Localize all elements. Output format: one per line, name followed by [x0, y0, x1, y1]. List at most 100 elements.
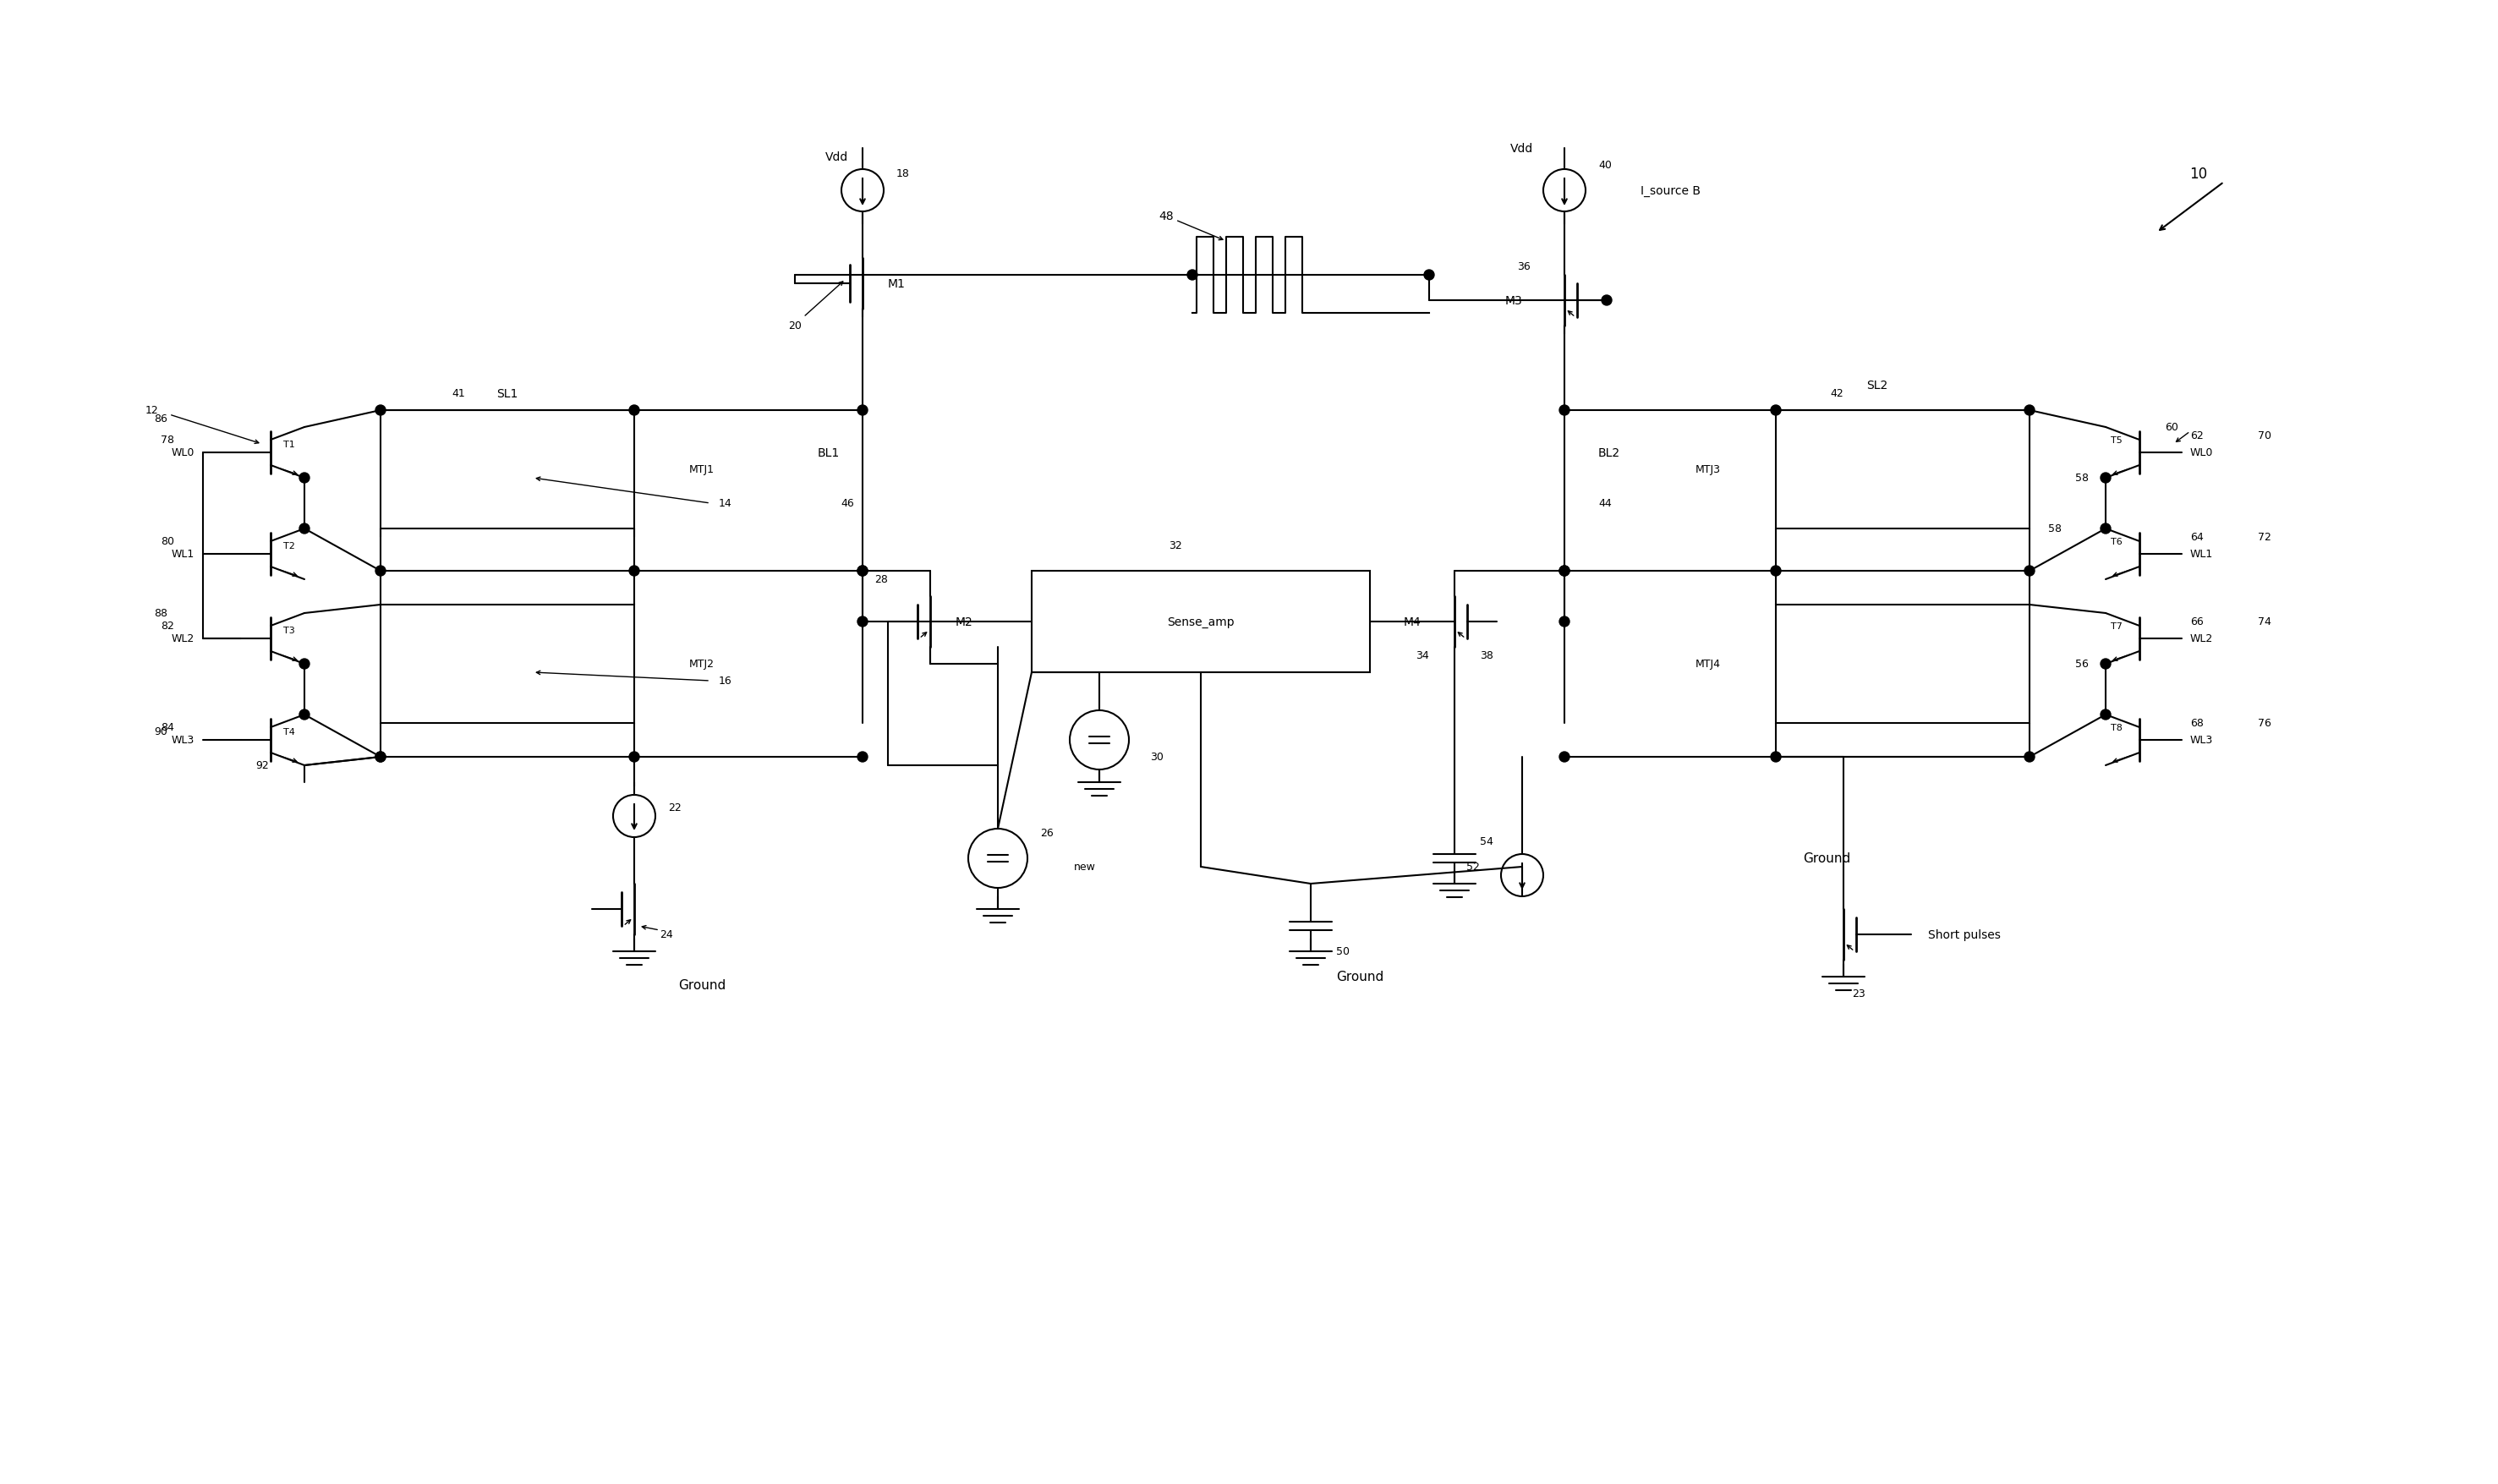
- Bar: [1032, 571, 1369, 672]
- Text: 70: 70: [2258, 430, 2271, 442]
- Text: 92: 92: [255, 760, 270, 772]
- Text: WL0: WL0: [172, 448, 195, 459]
- Text: 34: 34: [1416, 650, 1429, 662]
- Text: M3: M3: [1504, 295, 1521, 307]
- Text: 12: 12: [145, 405, 160, 416]
- Text: 50: 50: [1336, 947, 1349, 957]
- Bar: [380, 605, 634, 723]
- Circle shape: [1559, 567, 1569, 576]
- Text: SL2: SL2: [1866, 380, 1888, 392]
- Circle shape: [375, 752, 385, 763]
- Text: MTJ3: MTJ3: [1696, 464, 1721, 475]
- Circle shape: [1559, 752, 1569, 763]
- Text: 58: 58: [2076, 473, 2088, 484]
- Bar: [1776, 605, 2028, 723]
- Text: I_source B: I_source B: [1641, 186, 1701, 197]
- Text: Vdd: Vdd: [1511, 142, 1534, 154]
- Circle shape: [2101, 659, 2111, 669]
- Text: 84: 84: [160, 723, 175, 733]
- Text: 74: 74: [2258, 616, 2271, 628]
- Circle shape: [375, 405, 385, 416]
- Circle shape: [2101, 473, 2111, 484]
- Text: WL1: WL1: [172, 549, 195, 559]
- Text: WL1: WL1: [2191, 549, 2213, 559]
- Circle shape: [629, 567, 639, 576]
- Text: new: new: [1074, 862, 1097, 873]
- Text: Short pulses: Short pulses: [1928, 929, 2001, 941]
- Text: M2: M2: [957, 616, 974, 628]
- Circle shape: [2101, 709, 2111, 720]
- Text: 64: 64: [2191, 531, 2203, 543]
- Text: WL3: WL3: [2191, 735, 2213, 746]
- Text: MTJ2: MTJ2: [689, 659, 714, 669]
- Text: 86: 86: [155, 414, 167, 424]
- Text: WL2: WL2: [172, 634, 195, 644]
- Text: WL2: WL2: [2191, 634, 2213, 644]
- Text: 18: 18: [897, 169, 909, 180]
- Text: 90: 90: [155, 726, 167, 738]
- Text: 41: 41: [452, 389, 465, 399]
- Circle shape: [1771, 405, 1781, 416]
- Text: 46: 46: [842, 499, 854, 509]
- Circle shape: [629, 405, 639, 416]
- Text: 88: 88: [155, 608, 167, 619]
- Circle shape: [2101, 524, 2111, 534]
- Text: T3: T3: [282, 626, 295, 635]
- Text: Vdd: Vdd: [827, 151, 849, 163]
- Text: 20: 20: [789, 321, 802, 332]
- Circle shape: [2023, 405, 2033, 416]
- Text: T6: T6: [2111, 537, 2123, 546]
- Text: BL1: BL1: [817, 447, 839, 459]
- Text: 78: 78: [160, 435, 175, 445]
- Text: 72: 72: [2258, 531, 2271, 543]
- Text: 23: 23: [1851, 988, 1866, 999]
- Text: WL3: WL3: [172, 735, 195, 746]
- Text: 24: 24: [659, 929, 672, 941]
- Text: 42: 42: [1831, 389, 1844, 399]
- Text: 38: 38: [1479, 650, 1494, 662]
- Text: 30: 30: [1149, 752, 1164, 763]
- Text: 82: 82: [160, 620, 175, 632]
- Bar: [380, 411, 634, 528]
- Circle shape: [1559, 567, 1569, 576]
- Text: M1: M1: [887, 278, 907, 289]
- Circle shape: [300, 524, 310, 534]
- Bar: [1776, 411, 2028, 528]
- Text: 48: 48: [1159, 211, 1174, 223]
- Circle shape: [375, 752, 385, 763]
- Text: MTJ1: MTJ1: [689, 464, 714, 475]
- Text: T8: T8: [2111, 723, 2123, 732]
- Circle shape: [1771, 752, 1781, 763]
- Text: 22: 22: [667, 803, 682, 813]
- Text: 36: 36: [1516, 261, 1531, 273]
- Text: Ground: Ground: [677, 979, 724, 991]
- Text: 60: 60: [2166, 421, 2178, 433]
- Circle shape: [1187, 270, 1197, 280]
- Text: 40: 40: [1599, 160, 1611, 171]
- Circle shape: [857, 752, 867, 763]
- Text: Ground: Ground: [1336, 971, 1384, 984]
- Text: WL0: WL0: [2191, 448, 2213, 459]
- Circle shape: [857, 567, 867, 576]
- Circle shape: [1559, 617, 1569, 628]
- Text: 66: 66: [2191, 616, 2203, 628]
- Text: 80: 80: [160, 536, 175, 548]
- Circle shape: [1771, 567, 1781, 576]
- Text: BL2: BL2: [1599, 447, 1621, 459]
- Circle shape: [1424, 270, 1434, 280]
- Text: 58: 58: [2048, 524, 2061, 534]
- Text: 16: 16: [719, 675, 732, 687]
- Text: 54: 54: [1479, 835, 1494, 847]
- Circle shape: [375, 567, 385, 576]
- Text: T1: T1: [282, 441, 295, 448]
- Circle shape: [300, 659, 310, 669]
- Text: 14: 14: [719, 499, 732, 509]
- Text: T7: T7: [2111, 622, 2123, 631]
- Circle shape: [300, 709, 310, 720]
- Circle shape: [857, 405, 867, 416]
- Text: 28: 28: [874, 574, 887, 585]
- Text: 76: 76: [2258, 718, 2271, 729]
- Text: 44: 44: [1599, 499, 1611, 509]
- Text: T4: T4: [282, 727, 295, 736]
- Text: 68: 68: [2191, 718, 2203, 729]
